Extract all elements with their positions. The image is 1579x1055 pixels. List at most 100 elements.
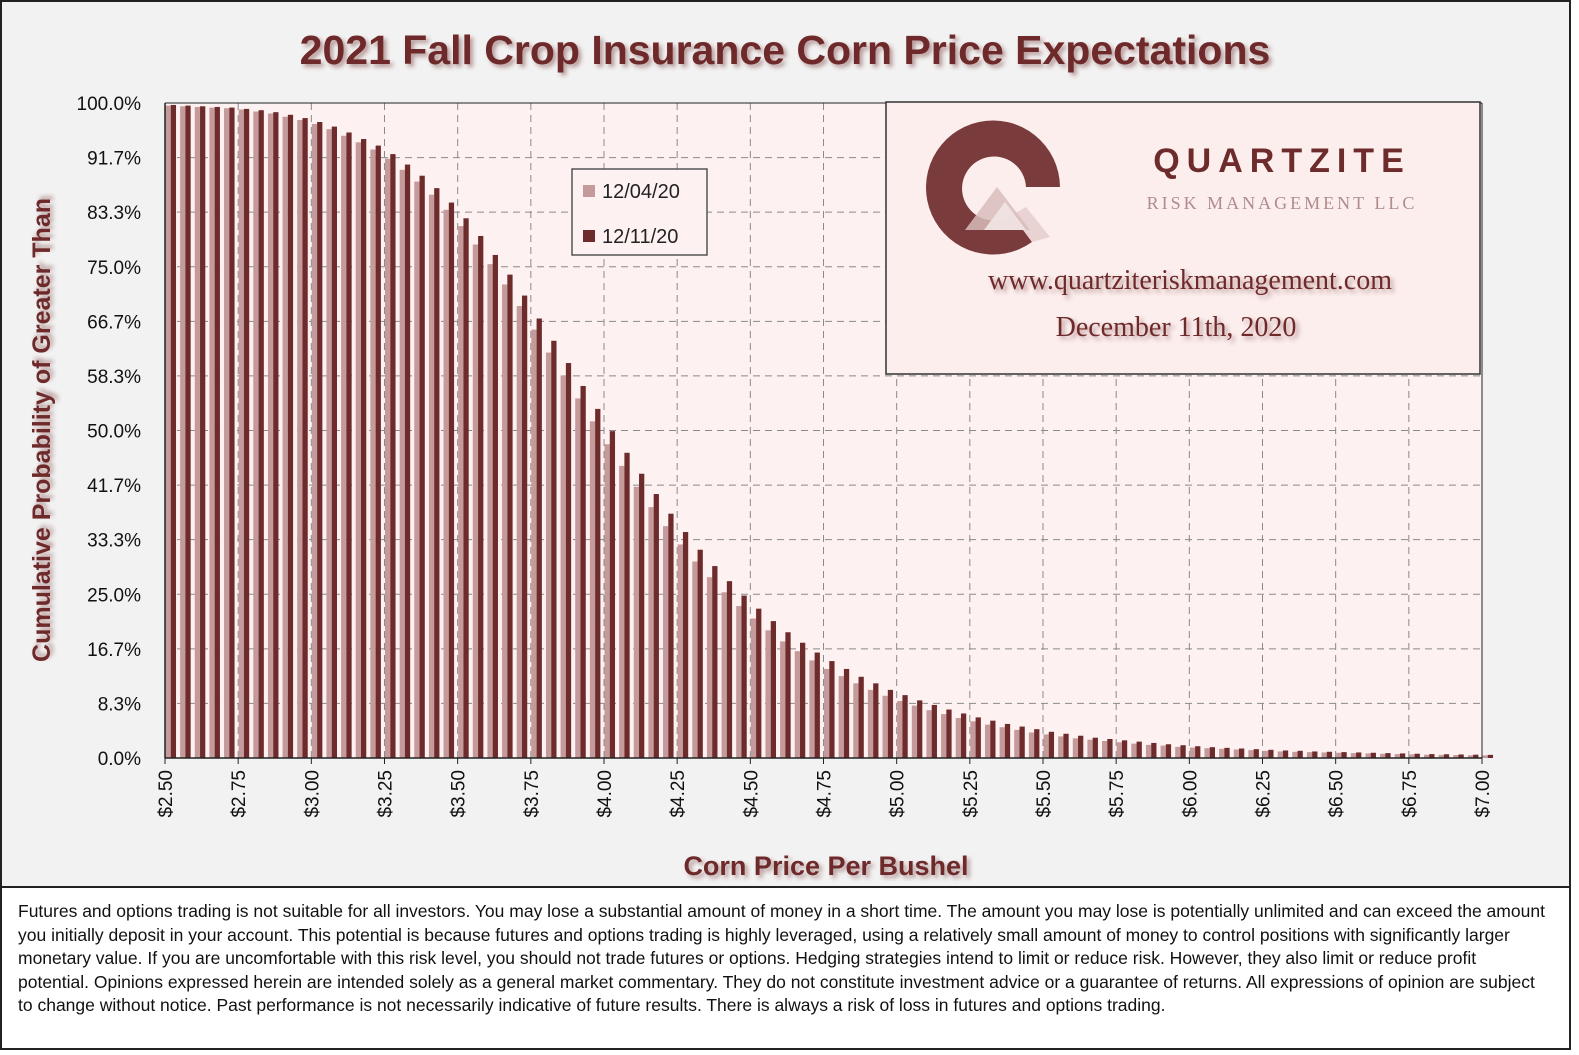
- bar-series-1: [560, 375, 566, 758]
- bar-series-2: [346, 132, 352, 759]
- bar-series-2: [1429, 754, 1435, 758]
- y-tick-label: 41.7%: [87, 476, 141, 497]
- bar-series-1: [633, 486, 640, 758]
- bar-series-2: [419, 175, 425, 758]
- legend-swatch-series-2: [583, 230, 595, 242]
- bar-series-1: [311, 123, 318, 758]
- bar-series-2: [1312, 751, 1318, 758]
- bar-series-1: [780, 641, 786, 758]
- bar-series-2: [243, 108, 250, 758]
- bar-series-2: [1165, 744, 1172, 758]
- legend: 12/04/20 12/11/20: [571, 168, 708, 256]
- bar-series-2: [887, 689, 894, 758]
- bar-series-2: [1268, 749, 1274, 758]
- bar-series-2: [214, 106, 220, 759]
- bar-series-2: [317, 121, 323, 759]
- bar-series-1: [458, 226, 464, 758]
- bar-series-1: [1423, 754, 1430, 758]
- bar-series-2: [1458, 754, 1464, 758]
- x-tick-label: $2.50: [156, 770, 177, 818]
- y-tick-label: 91.7%: [87, 149, 141, 170]
- bar-series-1: [516, 306, 522, 758]
- bar-series-1: [1219, 748, 1225, 758]
- bar-series-2: [1195, 746, 1201, 758]
- bar-series-1: [487, 264, 493, 758]
- legend-label-series-1: 12/04/20: [602, 181, 680, 203]
- bar-series-1: [1204, 748, 1210, 758]
- bar-series-1: [575, 398, 581, 758]
- bar-series-1: [238, 109, 244, 759]
- bar-series-2: [1297, 750, 1303, 758]
- bar-series-2: [1370, 752, 1376, 758]
- bar-series-2: [1063, 733, 1069, 758]
- bar-series-1: [1453, 755, 1459, 758]
- x-tick-label: $7.00: [1473, 770, 1494, 818]
- bar-series-1: [1380, 753, 1386, 758]
- bar-series-1: [1306, 752, 1313, 758]
- y-tick-label: 0.0%: [98, 749, 141, 770]
- bar-series-2: [1253, 749, 1259, 758]
- bar-series-1: [1233, 749, 1240, 758]
- bar-series-1: [194, 106, 201, 759]
- bar-series-1: [1277, 751, 1283, 758]
- bar-series-2: [1487, 754, 1494, 758]
- bar-series-1: [1116, 742, 1122, 758]
- bar-series-2: [1004, 723, 1011, 758]
- bar-series-2: [390, 154, 396, 759]
- bar-series-1: [282, 116, 288, 758]
- logo-subtitle: RISK MANAGEMENT LLC: [1147, 193, 1418, 213]
- bar-series-1: [1058, 736, 1064, 758]
- bar-series-1: [1072, 738, 1079, 758]
- bar-series-1: [385, 158, 391, 759]
- bar-series-1: [370, 149, 376, 758]
- bar-series-1: [970, 721, 976, 758]
- x-tick-label: $4.00: [595, 770, 616, 818]
- y-tick-label: 8.3%: [98, 694, 141, 715]
- bars-layer: [165, 104, 1494, 759]
- bar-series-2: [478, 235, 484, 759]
- bar-series-2: [814, 652, 820, 758]
- bar-series-2: [741, 595, 747, 758]
- bar-series-2: [565, 363, 572, 758]
- bar-series-1: [794, 651, 801, 758]
- x-tick-labels: $2.50 $2.75 $3.00 $3.25 $3.50 $3.75 $4.00 $4.25…: [156, 758, 1494, 818]
- y-tick-label: 83.3%: [87, 203, 141, 224]
- bar-series-1: [1175, 746, 1181, 758]
- bar-series-1: [1409, 754, 1415, 758]
- x-tick-label: $2.75: [229, 770, 250, 818]
- bar-series-2: [975, 717, 981, 758]
- y-tick-label: 100.0%: [77, 94, 142, 115]
- bar-series-2: [682, 532, 689, 758]
- bar-series-1: [721, 592, 727, 758]
- bar-series-1: [1043, 734, 1049, 758]
- bar-series-1: [1365, 753, 1371, 758]
- bar-series-2: [1385, 753, 1391, 758]
- bar-series-2: [624, 452, 630, 758]
- bar-series-1: [911, 705, 918, 758]
- y-tick-label: 16.7%: [87, 640, 141, 661]
- bar-series-2: [331, 126, 338, 758]
- bar-series-2: [1048, 731, 1055, 758]
- bar-series-1: [253, 111, 259, 758]
- bar-series-2: [1443, 754, 1450, 758]
- bar-series-1: [297, 120, 303, 758]
- bar-series-2: [1107, 739, 1113, 758]
- bar-series-1: [1145, 744, 1152, 758]
- bar-series-1: [1248, 750, 1254, 758]
- legend-swatch-series-1: [583, 185, 595, 197]
- bar-series-2: [1224, 747, 1230, 758]
- bar-series-1: [1160, 745, 1166, 758]
- bar-series-2: [1473, 754, 1479, 758]
- bar-series-2: [829, 661, 835, 758]
- bar-series-1: [209, 107, 215, 758]
- logo-brand: QUARTZITE: [1153, 142, 1411, 180]
- bar-series-1: [867, 689, 874, 758]
- bar-series-1: [1438, 754, 1444, 758]
- bar-series-1: [1028, 732, 1035, 758]
- bar-series-1: [341, 135, 347, 758]
- x-tick-label: $5.25: [961, 770, 982, 818]
- bar-series-1: [882, 695, 888, 758]
- x-tick-label: $6.75: [1400, 770, 1421, 818]
- bar-series-2: [843, 668, 850, 758]
